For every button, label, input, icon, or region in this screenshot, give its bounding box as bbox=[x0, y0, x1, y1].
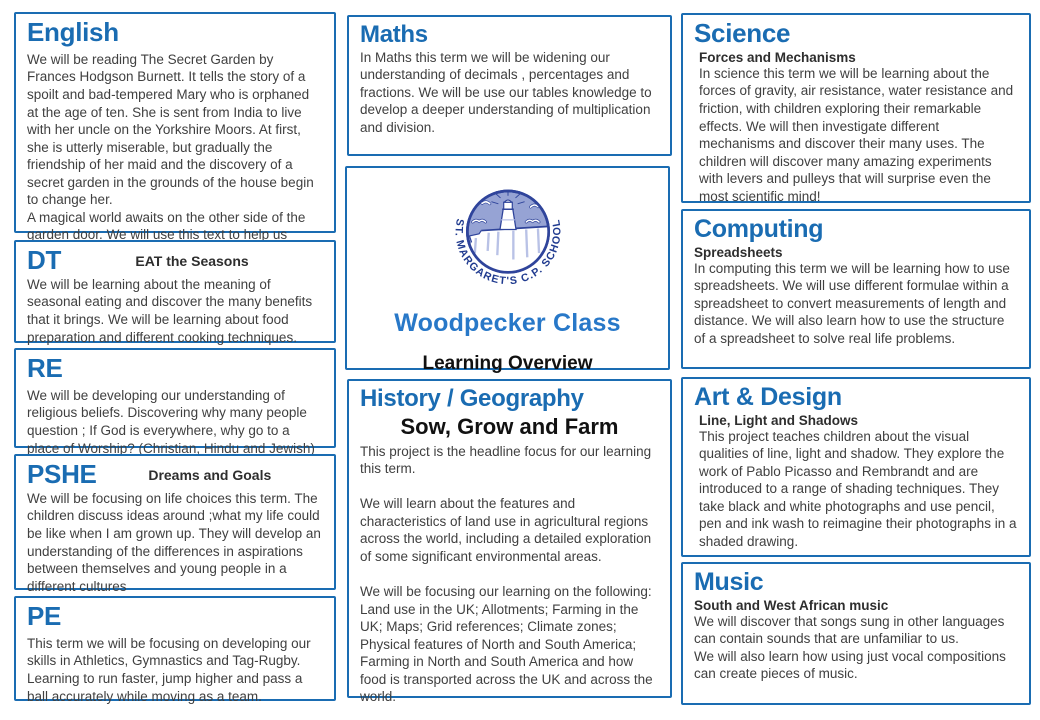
pshe-title-row: PSHE Dreams and Goals bbox=[27, 459, 323, 490]
subject-box-dt: DT EAT the Seasons We will be learning a… bbox=[14, 240, 336, 345]
center-title-box: ST. MARGARET'S C.P. SCHOOL Woodpecker Cl… bbox=[345, 166, 670, 403]
science-body: In science this term we will be learning… bbox=[699, 65, 1014, 204]
dt-subtitle: EAT the Seasons bbox=[135, 252, 249, 269]
music-title: Music bbox=[694, 568, 764, 596]
dt-body: We will be learning about the meaning of… bbox=[27, 276, 313, 345]
subject-box-music: Music South and West African music We wi… bbox=[681, 562, 1031, 705]
class-name: Woodpecker Class bbox=[394, 309, 621, 337]
dt-title: DT bbox=[27, 245, 62, 275]
science-subtitle: Forces and Mechanisms bbox=[699, 49, 856, 65]
re-title: RE bbox=[27, 353, 63, 383]
subject-box-art-design: Art & Design Line, Light and Shadows Thi… bbox=[681, 377, 1031, 557]
lighthouse-icon bbox=[490, 190, 525, 231]
dt-title-row: DT EAT the Seasons bbox=[27, 245, 323, 276]
pe-title: PE bbox=[27, 601, 62, 631]
art-design-body: This project teaches children about the … bbox=[699, 428, 1017, 550]
music-body: We will discover that songs sung in othe… bbox=[694, 613, 1006, 682]
subject-box-history-geography: History / Geography Sow, Grow and Farm T… bbox=[347, 379, 672, 704]
subject-box-computing: Computing Spreadsheets In computing this… bbox=[681, 209, 1031, 369]
subject-box-science: Science Forces and Mechanisms In science… bbox=[681, 13, 1031, 204]
maths-body: In Maths this term we will be widening o… bbox=[360, 49, 652, 135]
school-logo-svg: ST. MARGARET'S C.P. SCHOOL bbox=[452, 189, 562, 287]
subject-box-pe: PE This term we will be focusing on deve… bbox=[14, 596, 336, 704]
re-body: We will be developing our understanding … bbox=[27, 387, 315, 456]
subject-box-pshe: PSHE Dreams and Goals We will be focusin… bbox=[14, 454, 336, 594]
subject-box-english: English We will be reading The Secret Ga… bbox=[14, 12, 336, 260]
history-geography-body: This project is the headline focus for o… bbox=[360, 443, 653, 705]
history-geography-title: History / Geography bbox=[360, 385, 584, 412]
computing-subtitle: Spreadsheets bbox=[694, 244, 783, 260]
art-design-subtitle: Line, Light and Shadows bbox=[699, 412, 859, 428]
art-design-title: Art & Design bbox=[694, 383, 842, 411]
pshe-subtitle: Dreams and Goals bbox=[148, 466, 272, 483]
pe-body: This term we will be focusing on develop… bbox=[27, 635, 311, 704]
subject-box-maths: Maths In Maths this term we will be wide… bbox=[347, 15, 672, 156]
history-geography-subtitle: Sow, Grow and Farm bbox=[400, 413, 619, 439]
music-subtitle: South and West African music bbox=[694, 597, 889, 613]
pshe-body: We will be focusing on life choices this… bbox=[27, 490, 321, 594]
subject-box-re: RE We will be developing our understandi… bbox=[14, 348, 336, 456]
science-title: Science bbox=[694, 18, 791, 48]
school-logo: ST. MARGARET'S C.P. SCHOOL bbox=[358, 176, 657, 303]
english-body: We will be reading The Secret Garden by … bbox=[27, 51, 314, 260]
maths-title: Maths bbox=[360, 21, 428, 48]
computing-title: Computing bbox=[694, 215, 824, 243]
pshe-title: PSHE bbox=[27, 459, 97, 489]
english-title: English bbox=[27, 17, 119, 47]
computing-body: In computing this term we will be learni… bbox=[694, 260, 1010, 346]
